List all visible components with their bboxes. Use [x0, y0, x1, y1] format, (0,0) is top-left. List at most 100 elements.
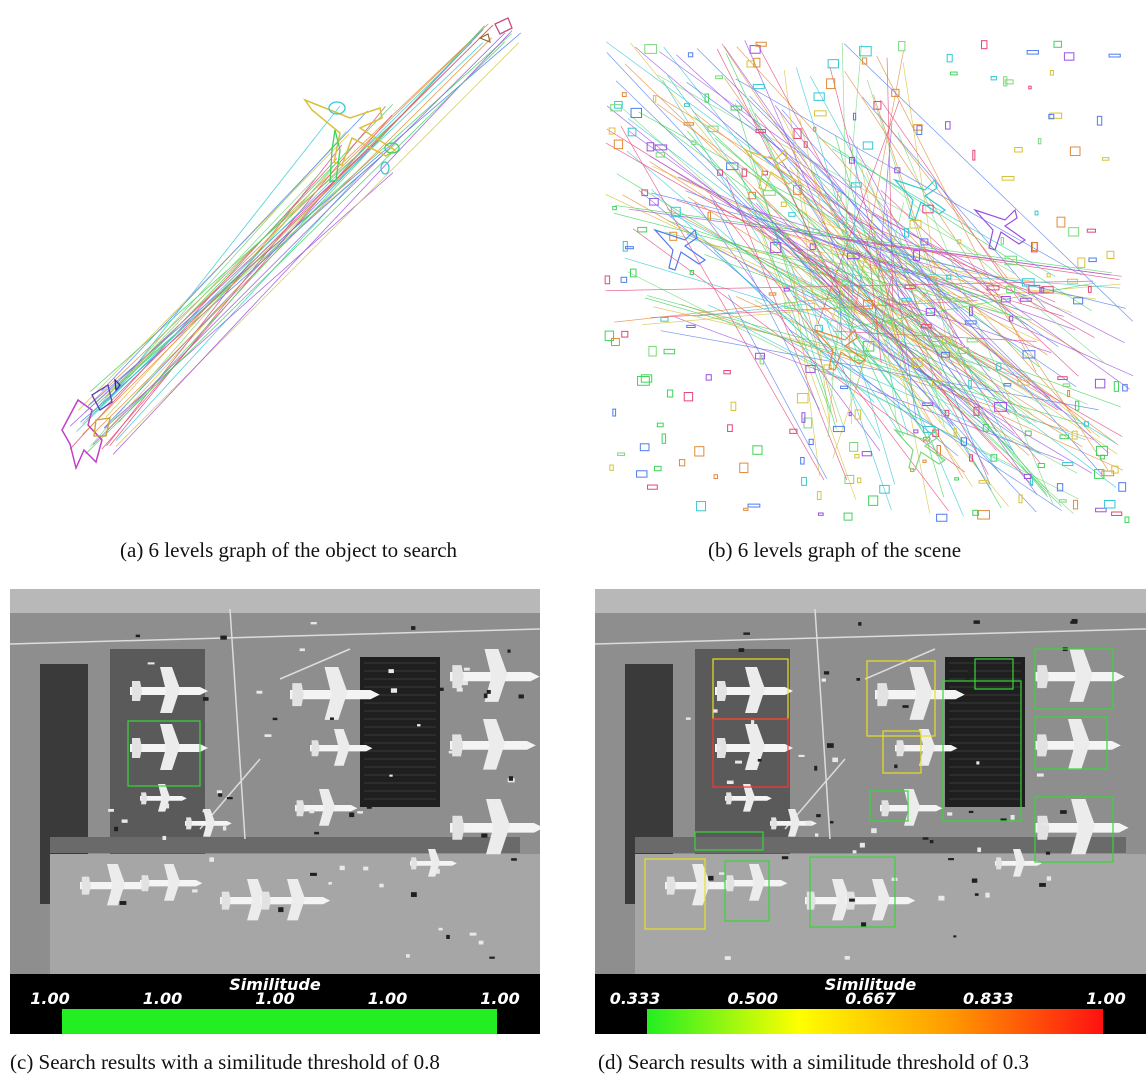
graph-node: [969, 454, 974, 462]
airplane-wing: [743, 784, 755, 812]
airplane-wing: [160, 667, 180, 713]
graph-node: [1049, 112, 1063, 119]
airplane: [450, 719, 536, 770]
ground-vehicle: [757, 758, 762, 762]
graph-node: [1069, 146, 1081, 157]
ground-vehicle: [852, 850, 857, 854]
graph-node: [1041, 286, 1054, 294]
ground-vehicle: [272, 717, 278, 721]
graph-node: [91, 383, 113, 411]
graph-node: [630, 268, 637, 278]
graph-node: [922, 204, 934, 214]
graph-edge: [835, 264, 1037, 424]
ground-vehicle: [781, 856, 789, 860]
graph-node: [384, 142, 400, 154]
ground-vehicle: [389, 774, 393, 777]
ground-vehicle: [858, 622, 862, 626]
ground-vehicle: [310, 872, 317, 876]
airplane-wing: [745, 667, 765, 713]
graph-edge: [848, 217, 1056, 303]
airplane-wing: [486, 799, 510, 855]
graph-node: [946, 274, 952, 280]
graph-node: [854, 409, 862, 420]
airplane: [450, 649, 540, 702]
graph-node: [784, 302, 796, 309]
ground-vehicle: [114, 826, 119, 832]
graph-edge: [104, 29, 484, 399]
graph-edge: [810, 169, 942, 318]
ground-vehicle: [410, 892, 417, 897]
ground-vehicle: [973, 620, 980, 624]
graph-node: [1022, 350, 1036, 359]
graph-node: [678, 459, 686, 467]
graph-node: [932, 429, 940, 437]
graph-edge: [613, 212, 1032, 321]
graph-edge: [672, 214, 896, 327]
ground-vehicle: [1060, 810, 1067, 814]
graph-node: [1063, 52, 1075, 61]
ground-vehicle: [256, 690, 263, 694]
ground-vehicle: [310, 622, 317, 625]
graph-node: [859, 46, 872, 57]
colorbar-tick-label: 0.333: [610, 989, 661, 1008]
graph-node: [683, 392, 694, 402]
ground-vehicle: [929, 840, 934, 844]
airplane-wing: [1071, 799, 1095, 855]
airplane: [185, 809, 232, 837]
graph-edge: [725, 177, 848, 481]
ground-vehicle: [947, 812, 953, 816]
graph-edge: [657, 74, 1016, 275]
graph-node: [636, 470, 648, 478]
graph-node: [713, 474, 719, 480]
graph-edge: [869, 258, 882, 364]
ground-vehicle: [849, 898, 855, 902]
ground-vehicle: [724, 956, 731, 960]
graph-node: [1111, 511, 1123, 516]
caption-d: (d) Search results with a similitude thr…: [598, 1050, 1030, 1074]
graph-edge: [628, 130, 934, 350]
graph-edge: [782, 161, 992, 490]
graph-node: [743, 507, 749, 511]
colorbar-tick-label: 0.667: [845, 989, 896, 1008]
airplane-outline: [893, 428, 947, 471]
ground-vehicle: [826, 743, 834, 748]
graph-edge: [632, 228, 965, 473]
airplane: [260, 879, 331, 921]
graph-edge: [754, 299, 1078, 474]
graph-node: [968, 379, 972, 390]
ground-vehicle: [859, 842, 865, 848]
graph-node: [800, 456, 805, 465]
ground-vehicle: [135, 634, 141, 638]
ground-vehicle: [685, 717, 691, 720]
ground-vehicle: [977, 847, 982, 853]
graph-node: [916, 125, 923, 136]
graph-edge: [851, 145, 858, 313]
detection-box: [694, 831, 764, 851]
graph-node: [753, 57, 761, 68]
ground-vehicle: [216, 790, 222, 794]
airplane: [895, 729, 958, 766]
graph-edge: [880, 99, 1022, 305]
graph-edge: [878, 123, 893, 278]
caption-b: (b) 6 levels graph of the scene: [708, 538, 962, 562]
graph-edge: [635, 46, 1062, 411]
graph-edge: [112, 30, 513, 455]
graph-edge: [796, 250, 1004, 315]
graph-node: [848, 411, 852, 417]
airplane-tail: [717, 738, 727, 758]
graph-node: [666, 389, 674, 398]
graph-edge: [685, 190, 988, 302]
ground-vehicle: [220, 635, 227, 640]
graph-edge: [115, 42, 519, 447]
graph-node: [783, 287, 790, 292]
graph-node: [739, 462, 749, 474]
graph-node: [624, 246, 634, 250]
ground-vehicle: [735, 760, 743, 764]
graph-node: [827, 59, 840, 69]
graph-node: [1072, 499, 1079, 510]
graph-node: [1039, 287, 1045, 294]
airplane: [140, 864, 203, 901]
graph-edge: [809, 265, 1048, 398]
airplane-tail: [806, 891, 816, 910]
ground-vehicle: [264, 734, 272, 737]
